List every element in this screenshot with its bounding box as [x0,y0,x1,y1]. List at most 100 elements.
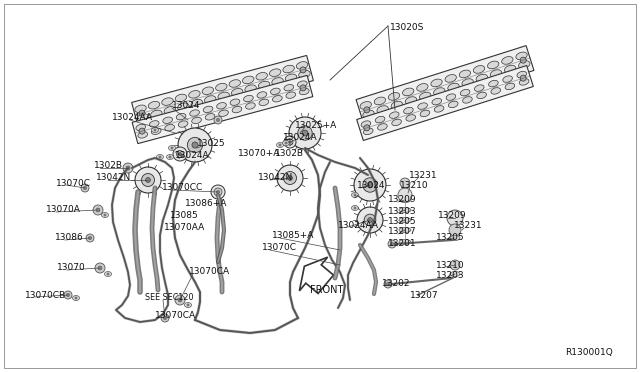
Circle shape [390,243,394,246]
Ellipse shape [148,102,160,109]
Ellipse shape [244,95,253,102]
Ellipse shape [474,85,484,92]
Ellipse shape [175,94,187,102]
Ellipse shape [377,106,388,113]
Circle shape [186,304,189,307]
Circle shape [104,214,106,217]
Circle shape [363,178,377,192]
Ellipse shape [282,141,289,145]
Circle shape [74,296,77,299]
Text: 13070+A: 13070+A [238,150,280,158]
Circle shape [353,206,356,209]
Circle shape [447,210,463,226]
Ellipse shape [390,112,399,118]
Text: 13070C: 13070C [262,244,297,253]
Circle shape [96,208,100,212]
Polygon shape [132,55,314,128]
Ellipse shape [504,65,516,73]
Ellipse shape [72,295,79,301]
Text: 13205: 13205 [388,217,417,225]
Ellipse shape [162,98,173,105]
Circle shape [364,214,376,226]
Ellipse shape [450,272,460,276]
Ellipse shape [399,240,411,244]
Circle shape [123,163,133,173]
Ellipse shape [517,71,527,78]
Ellipse shape [179,121,188,127]
Ellipse shape [392,119,401,126]
Ellipse shape [273,96,282,102]
Text: 13210: 13210 [400,180,429,189]
Ellipse shape [272,78,284,85]
Ellipse shape [403,88,414,96]
Ellipse shape [505,83,515,90]
Circle shape [170,147,173,150]
Ellipse shape [168,145,175,151]
Ellipse shape [256,73,268,80]
Ellipse shape [232,106,242,113]
Ellipse shape [166,154,173,160]
Ellipse shape [151,128,161,135]
Circle shape [178,128,212,162]
Ellipse shape [259,81,270,89]
Ellipse shape [399,198,411,202]
Ellipse shape [351,192,358,198]
Text: 13070CC: 13070CC [162,183,204,192]
Circle shape [398,188,412,202]
Text: 13070: 13070 [57,263,86,273]
Circle shape [93,205,103,215]
Text: 13070CB: 13070CB [25,291,66,299]
Ellipse shape [164,107,175,114]
Ellipse shape [276,142,284,148]
Circle shape [98,266,102,270]
Circle shape [146,178,150,182]
Circle shape [300,67,306,73]
Ellipse shape [516,52,527,60]
Text: 13070AA: 13070AA [164,222,205,231]
Text: 13086: 13086 [55,234,84,243]
Circle shape [154,128,157,131]
Ellipse shape [488,61,499,69]
Ellipse shape [286,92,296,98]
Ellipse shape [189,110,200,116]
Circle shape [284,171,296,185]
Ellipse shape [192,117,202,124]
Ellipse shape [459,70,470,78]
Text: 13024AA: 13024AA [338,221,379,230]
Ellipse shape [417,84,428,91]
Text: 13205: 13205 [436,232,465,241]
Ellipse shape [150,110,162,118]
Circle shape [141,173,154,186]
Ellipse shape [205,96,216,103]
Ellipse shape [375,116,385,123]
Ellipse shape [157,154,163,160]
Circle shape [387,282,390,286]
Circle shape [214,116,222,124]
Ellipse shape [502,57,513,64]
Ellipse shape [418,103,428,109]
Circle shape [388,240,396,248]
Ellipse shape [419,92,431,100]
Ellipse shape [149,121,159,127]
Ellipse shape [364,128,373,135]
Ellipse shape [203,106,213,113]
Circle shape [289,117,321,149]
Circle shape [179,153,181,155]
Circle shape [81,184,89,192]
Ellipse shape [391,101,403,109]
Ellipse shape [450,235,460,241]
Ellipse shape [491,88,500,94]
Ellipse shape [399,208,411,212]
Circle shape [159,155,161,158]
Circle shape [354,169,386,201]
Ellipse shape [388,93,400,100]
Ellipse shape [102,212,109,218]
Ellipse shape [462,79,474,86]
Circle shape [177,151,184,157]
Ellipse shape [246,103,255,109]
Text: 13201: 13201 [388,240,417,248]
Circle shape [106,273,109,276]
Circle shape [400,178,410,188]
Ellipse shape [232,89,243,96]
Ellipse shape [445,74,456,82]
